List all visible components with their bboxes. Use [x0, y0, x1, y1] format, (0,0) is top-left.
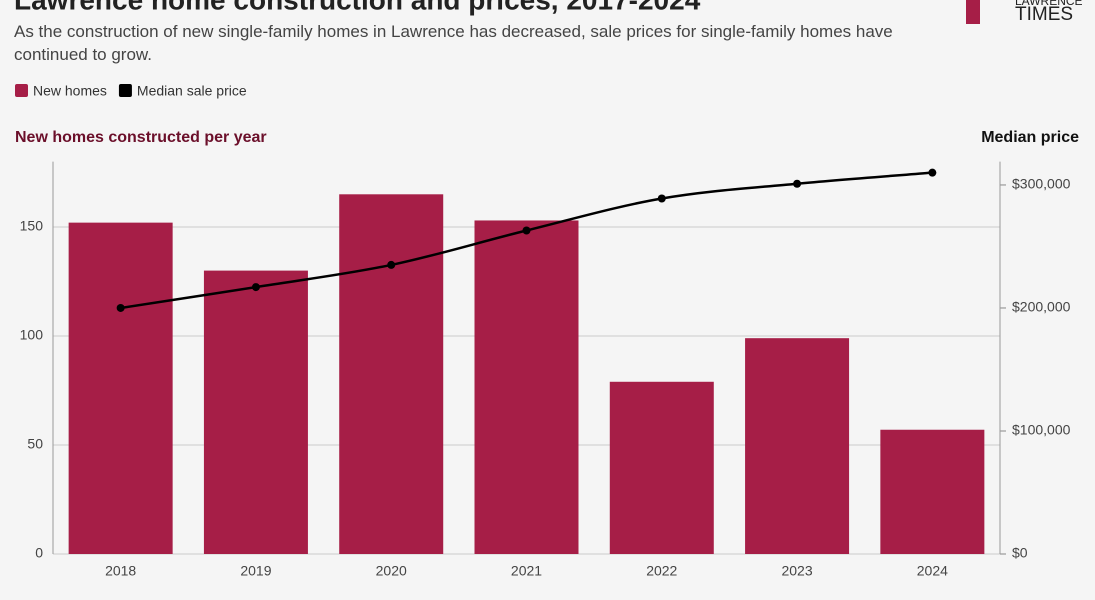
- bar: [609, 381, 714, 554]
- x-tick-label: 2024: [917, 563, 948, 579]
- x-tick-label: 2020: [376, 563, 407, 579]
- price-point: [793, 179, 802, 188]
- x-tick-label: 2021: [511, 563, 542, 579]
- bar: [880, 429, 985, 554]
- bar: [203, 270, 308, 554]
- bar: [68, 222, 173, 554]
- y-tick-label: 100: [20, 327, 44, 343]
- x-tick-label: 2023: [781, 563, 812, 579]
- price-point: [657, 194, 666, 203]
- legend-swatch: [118, 84, 132, 97]
- subtitle-box: As the construction of new single-family…: [14, 22, 893, 64]
- x-tick-label: 2019: [240, 563, 271, 579]
- chart-subtitle: As the construction of new single-family…: [14, 22, 893, 64]
- price-point: [251, 283, 260, 292]
- chart-title: Lawrence home construction and prices, 2…: [14, 0, 701, 15]
- price-point: [928, 168, 937, 177]
- logo-line2: Times: [1015, 4, 1073, 25]
- x-tick-label: 2022: [646, 563, 677, 579]
- y-tick-label: 0: [35, 545, 43, 561]
- y2-tick-label: $200,000: [1012, 299, 1071, 315]
- price-point: [522, 226, 531, 235]
- price-point: [116, 303, 125, 312]
- legend-label: New homes: [33, 83, 107, 99]
- legend-swatch: [15, 84, 28, 97]
- y-tick-label: 150: [20, 218, 44, 234]
- y2-tick-label: $0: [1012, 545, 1028, 561]
- y2-tick-label: $300,000: [1012, 176, 1071, 192]
- y2-axis-title: Median price: [981, 129, 1079, 146]
- price-point: [387, 260, 396, 269]
- bar: [474, 220, 579, 554]
- y2-tick-label: $100,000: [1012, 422, 1071, 438]
- bar: [745, 338, 850, 554]
- logo-line1: Lawrence: [1015, 0, 1083, 8]
- y-tick-label: 50: [27, 436, 43, 452]
- x-tick-label: 2018: [105, 563, 136, 579]
- legend-label: Median sale price: [137, 83, 247, 99]
- logo-icon: [966, 0, 980, 24]
- y-axis-title: New homes constructed per year: [15, 129, 267, 146]
- bar: [339, 194, 444, 555]
